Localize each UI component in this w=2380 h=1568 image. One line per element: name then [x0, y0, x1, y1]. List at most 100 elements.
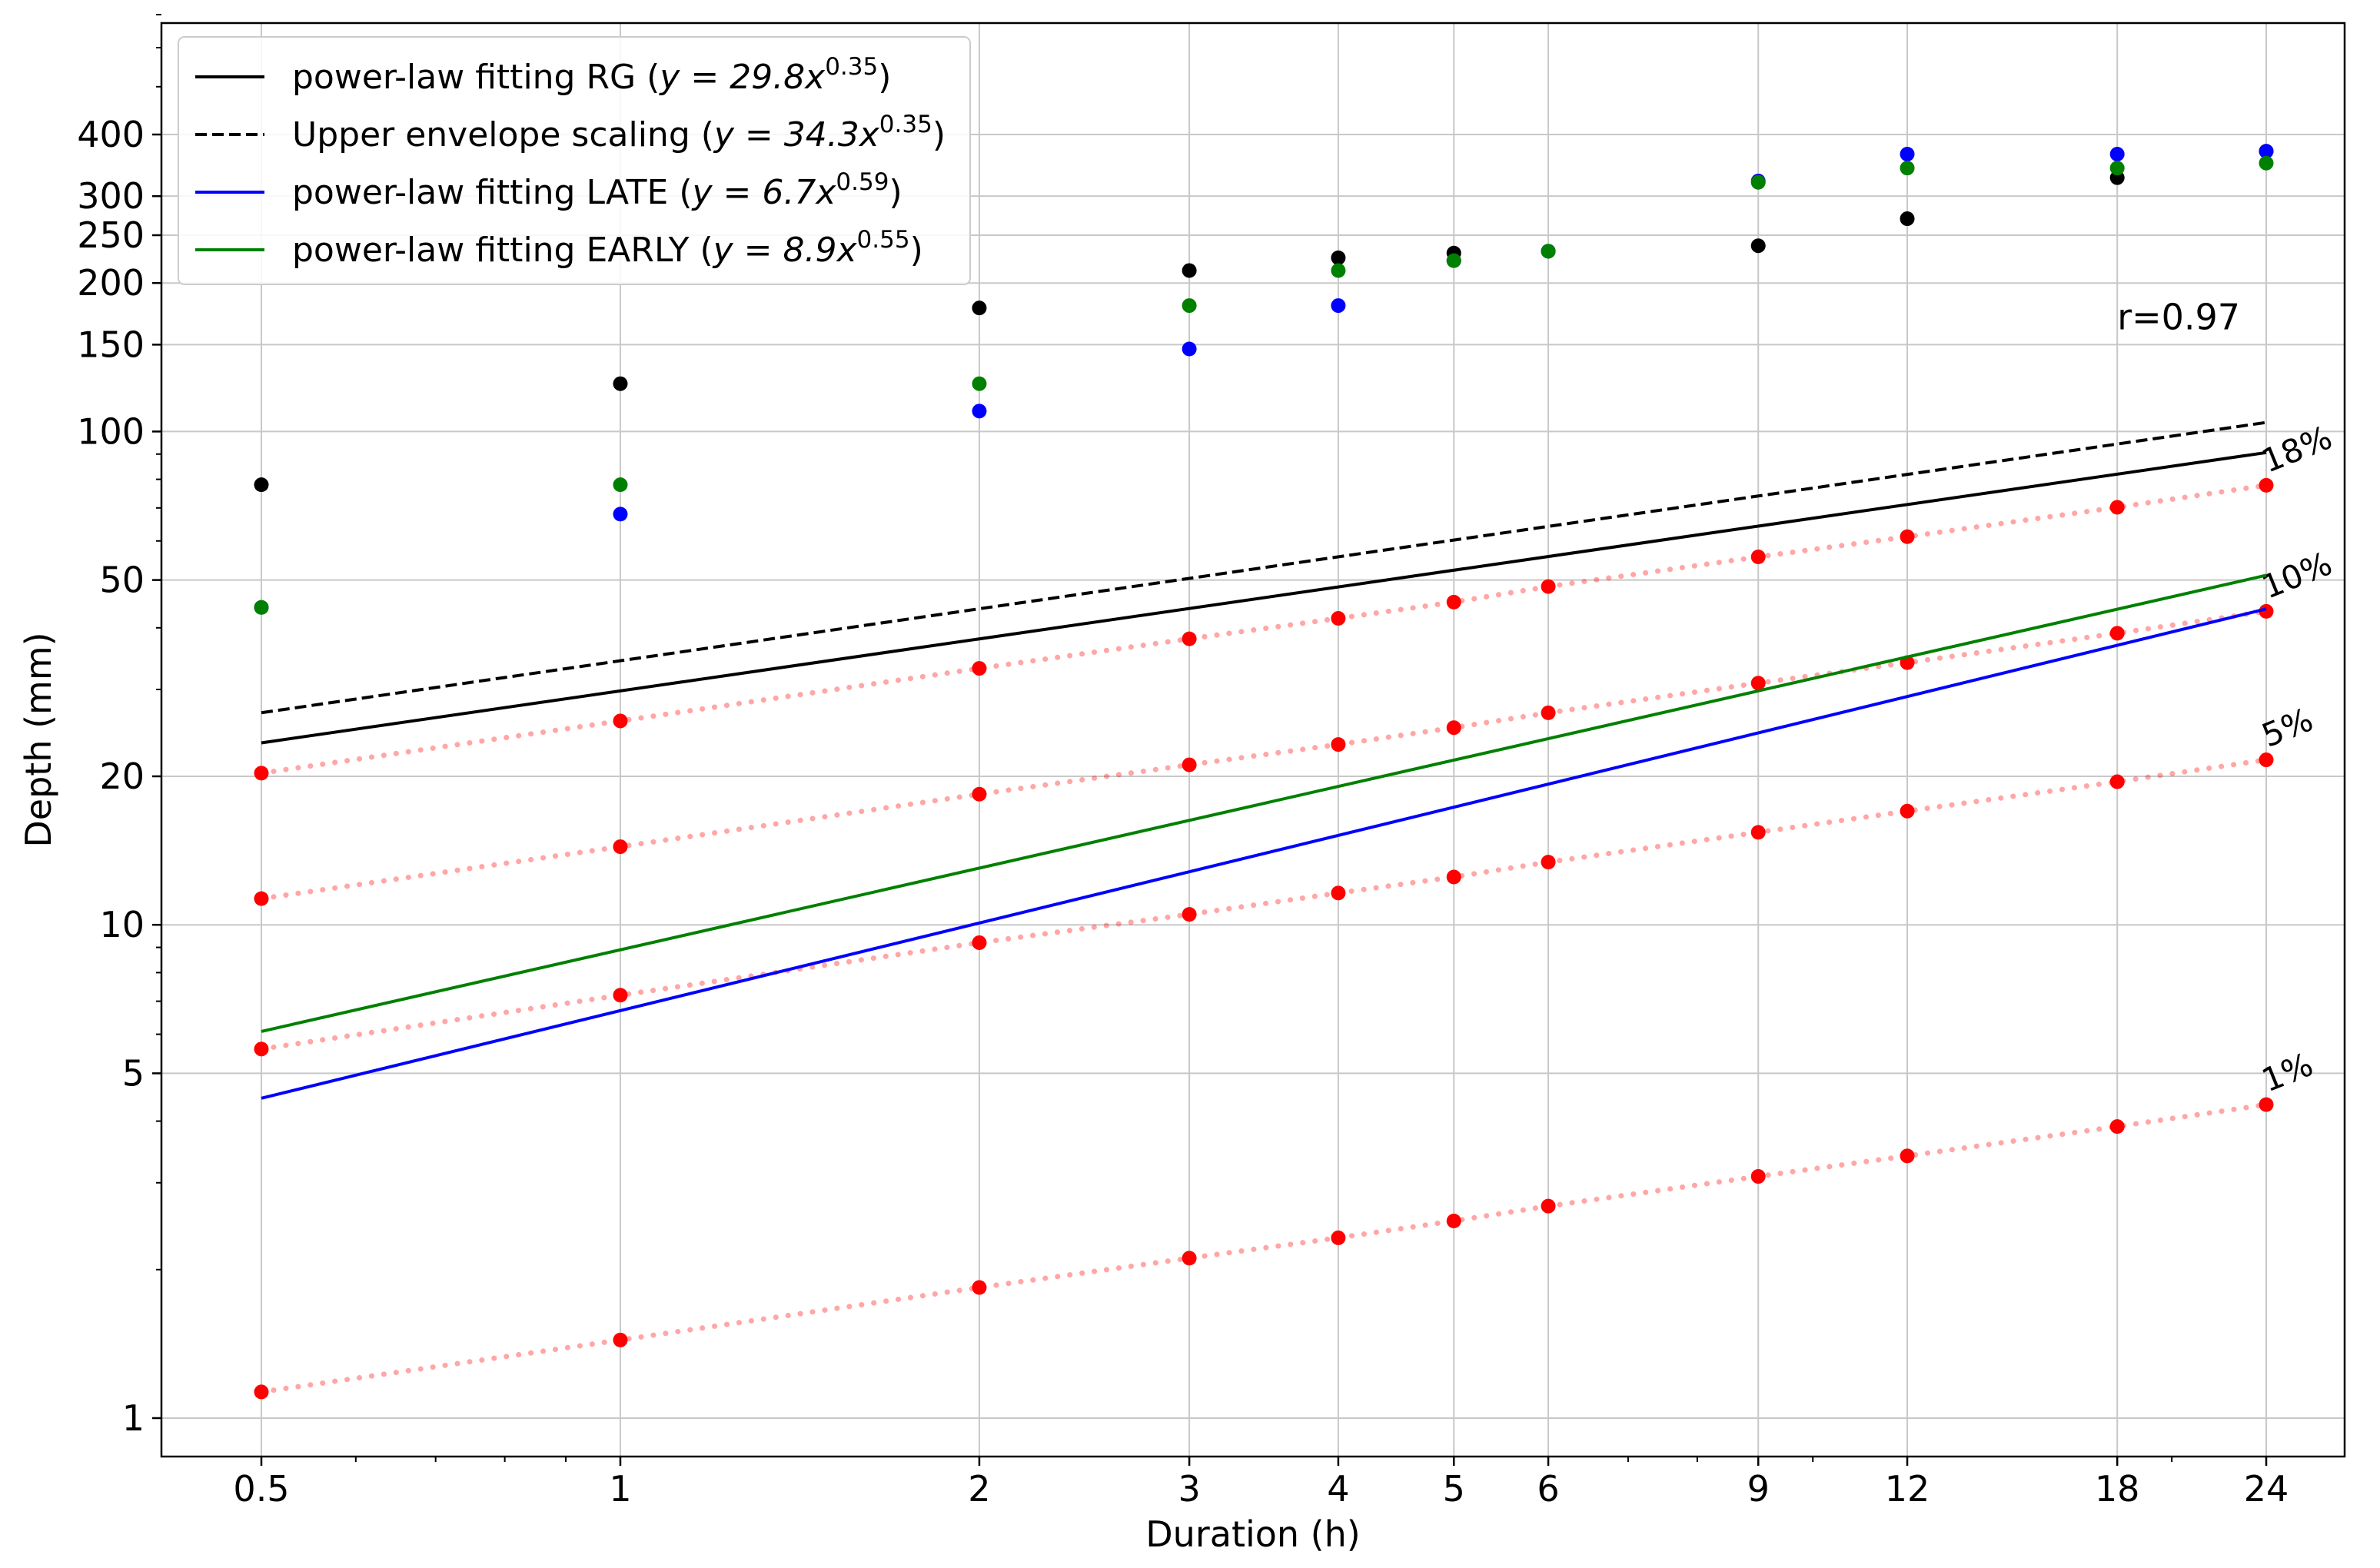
percent-point [2109, 500, 2125, 515]
plot-frame [160, 22, 2346, 1458]
percent-point [254, 766, 269, 781]
legend-box [178, 36, 971, 285]
percent-point [2259, 477, 2274, 493]
legend-label: power-law fitting LATE (y = 6.7x0.59) [292, 168, 902, 212]
legend: power-law fitting RG (y = 29.8x0.35) Uppe… [178, 36, 971, 285]
scatter-point-rg [1182, 263, 1197, 278]
percent-point [2109, 1119, 2125, 1134]
percent-point [972, 786, 987, 802]
x-tick-label: 12 [1885, 1468, 1930, 1510]
scatter-point-rg [972, 301, 987, 316]
y-tick-label: 50 [99, 560, 145, 601]
percent-point [2109, 626, 2125, 641]
percent-point [1541, 705, 1556, 720]
y-tick-label: 20 [99, 756, 145, 797]
scatter-point-early [972, 376, 987, 391]
x-tick-label: 0.5 [233, 1468, 289, 1510]
scatter-point-late [972, 404, 987, 419]
percent-point [254, 891, 269, 906]
scatter-point-early [1446, 253, 1461, 268]
x-tick-label: 9 [1747, 1468, 1770, 1510]
scatter-series [254, 144, 2274, 615]
scatter-point-early [1900, 161, 1915, 176]
percent-line-18% [258, 482, 2269, 776]
percent-point [613, 839, 628, 855]
percent-point [1331, 611, 1346, 626]
percent-point [1541, 1198, 1556, 1214]
percent-point [254, 1041, 269, 1057]
percent-point [1750, 1169, 1766, 1184]
annotation-r: r=0.97 [2117, 296, 2240, 337]
scatter-point-early [254, 600, 269, 615]
fit-lines [261, 420, 2267, 1100]
percent-point [613, 713, 628, 729]
fit-line [261, 607, 2267, 1100]
x-tick-label: 24 [2244, 1468, 2289, 1510]
percent-point [1446, 594, 1461, 610]
x-tick-label: 4 [1327, 1468, 1349, 1510]
y-tick-label: 300 [77, 175, 145, 217]
scatter-point-late [1900, 147, 1915, 162]
x-tick-label: 3 [1178, 1468, 1200, 1510]
scatter-point-rg [1331, 250, 1346, 265]
scatter-point-rg [254, 477, 269, 493]
y-tick-label: 200 [77, 262, 145, 304]
percent-point [1331, 737, 1346, 752]
percent-point [1900, 529, 1915, 544]
scatter-point-rg [1900, 211, 1915, 227]
percent-point [1541, 855, 1556, 870]
scatter-point-late [1331, 298, 1346, 314]
scatter-point-early [2109, 161, 2125, 176]
percent-point [1900, 1148, 1915, 1164]
y-tick-label: 150 [77, 324, 145, 365]
percent-point [972, 1280, 987, 1295]
scatter-point-rg [613, 376, 628, 391]
legend-label: power-law fitting EARLY (y = 8.9x0.55) [292, 226, 923, 270]
y-tick-label: 400 [77, 114, 145, 155]
legend-label: power-law fitting RG (y = 29.8x0.35) [292, 53, 891, 97]
scatter-point-rg [1750, 238, 1766, 254]
y-tick-label: 250 [77, 214, 145, 256]
scatter-point-early [1182, 298, 1197, 314]
percent-point [1182, 907, 1197, 922]
grid [161, 23, 2345, 1457]
legend-label: Upper envelope scaling (y = 34.3x0.35) [292, 111, 946, 154]
scatter-point-early [1331, 263, 1346, 278]
percent-line-5% [258, 757, 2269, 1052]
percent-point [1446, 1213, 1461, 1228]
percent-point [2259, 603, 2274, 619]
percent-line-1% [258, 1101, 2269, 1395]
y-tick-label: 100 [77, 410, 145, 452]
x-axis-label: Duration (h) [1145, 1513, 1360, 1555]
percent-point [254, 1384, 269, 1400]
percent-point [1750, 825, 1766, 840]
percent-point [2259, 752, 2274, 768]
percent-point [1182, 757, 1197, 772]
percent-point [1446, 869, 1461, 885]
percent-point [1331, 1230, 1346, 1245]
scatter-point-early [613, 477, 628, 493]
scatter-point-late [2109, 147, 2125, 162]
annotations: r=0.97 [2117, 296, 2240, 337]
axis-ticks: 0.5 1 2 3 4 5 6 9 12 18 24151020501001502002503004… [77, 14, 2289, 1510]
scatter-point-early [2259, 155, 2274, 171]
percent-point [1750, 676, 1766, 691]
scatter-point-early [1750, 174, 1766, 190]
scatter-point-late [2259, 144, 2274, 159]
percent-point [972, 661, 987, 676]
scatter-point-late [613, 507, 628, 522]
percent-point [1750, 550, 1766, 565]
scatter-point-early [1541, 244, 1556, 259]
percent-point [1182, 1251, 1197, 1266]
fit-line [261, 450, 2267, 745]
percent-point [1900, 803, 1915, 819]
y-axis-label: Depth (mm) [18, 632, 59, 847]
x-tick-label: 18 [2095, 1468, 2140, 1510]
percent-point [2259, 1097, 2274, 1112]
percent-point [1541, 579, 1556, 594]
percent-point [1182, 631, 1197, 646]
y-tick-label: 1 [122, 1397, 145, 1439]
x-tick-label: 2 [968, 1468, 990, 1510]
x-tick-label: 5 [1443, 1468, 1465, 1510]
